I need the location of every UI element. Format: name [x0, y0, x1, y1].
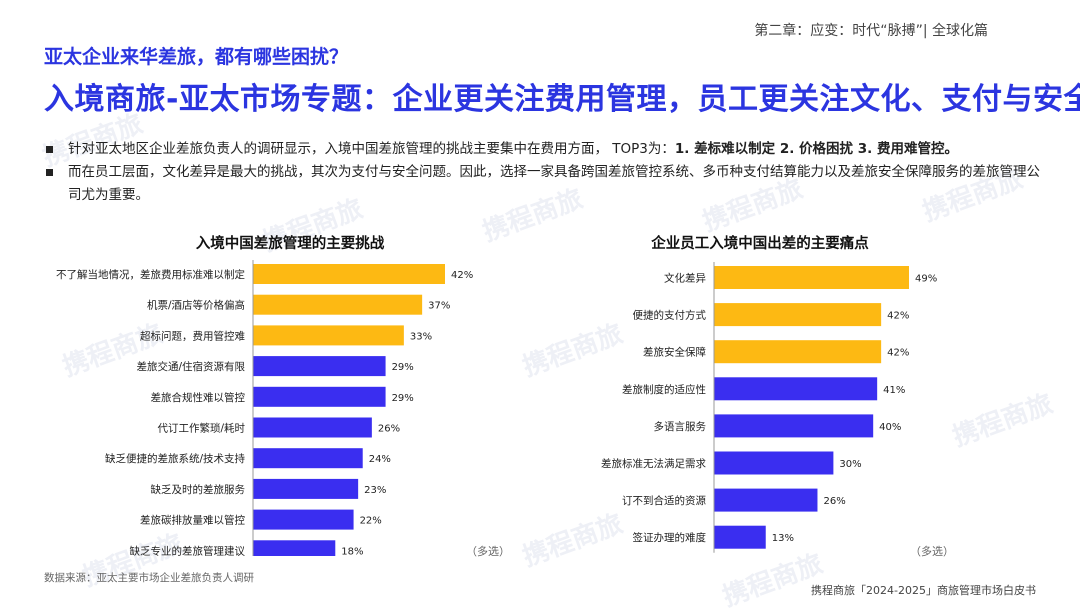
category-label: 差旅交通/住宿资源有限	[136, 360, 245, 373]
bullet-item: 而在员工层面，文化差异是最大的挑战，其次为支付与安全问题。因此，选择一家具备跨国…	[46, 161, 1046, 207]
pain-points-bar-chart: 文化差异 49% 便捷的支付方式 42% 差旅安全保障 42% 差旅制度的适应性 41% 多语言…	[601, 262, 937, 553]
category-label: 文化差异	[664, 272, 706, 285]
bar	[714, 303, 882, 327]
bar	[253, 325, 404, 346]
category-label: 机票/酒店等价格偏高	[147, 299, 245, 312]
value-label: 42%	[451, 270, 473, 281]
category-label: 缺乏便捷的差旅系统/技术支持	[105, 452, 246, 465]
challenges-bar-chart: 不了解当地情况，差旅费用标准难以制定 42% 机票/酒店等价格偏高 37% 超标问题，费…	[56, 260, 473, 556]
value-label: 29%	[392, 362, 414, 373]
value-label: 42%	[887, 311, 909, 322]
chapter-label: 第二章：应变：时代“脉搏”| 全球化篇	[754, 23, 988, 39]
bar	[253, 386, 386, 407]
value-label: 49%	[915, 274, 937, 285]
page-subtitle: 亚太企业来华差旅，都有哪些困扰？	[44, 46, 349, 68]
category-label: 缺乏专业的差旅管理建议	[130, 544, 246, 556]
category-label: 便捷的支付方式	[633, 309, 707, 322]
category-label: 订不到合适的资源	[622, 494, 706, 507]
data-source: 数据来源：亚太主要市场企业差旅负责人调研	[44, 572, 254, 584]
bar	[253, 448, 363, 469]
value-label: 30%	[839, 459, 861, 470]
value-label: 24%	[369, 454, 391, 465]
bar	[714, 266, 909, 289]
value-label: 42%	[887, 348, 909, 359]
bar	[714, 525, 766, 549]
summary-bullets: 针对亚太地区企业差旅负责人的调研显示，入境中国差旅管理的挑战主要集中在费用方面，…	[46, 138, 1046, 207]
chart-title-right: 企业员工入境中国出差的主要痛点	[651, 236, 869, 252]
bar	[253, 540, 336, 556]
bar	[253, 509, 354, 530]
category-label: 超标问题，费用管控难	[140, 329, 245, 342]
value-label: 23%	[364, 485, 386, 496]
category-label: 缺乏及时的差旅服务	[151, 483, 246, 496]
bar	[714, 451, 834, 475]
value-label: 18%	[341, 546, 363, 556]
bullet-marker	[46, 169, 53, 176]
category-label: 差旅安全保障	[643, 346, 706, 359]
category-label: 差旅碳排放量难以管控	[140, 514, 245, 527]
multi-select-note-left: （多选）	[466, 545, 510, 558]
bullet-item: 针对亚太地区企业差旅负责人的调研显示，入境中国差旅管理的挑战主要集中在费用方面，…	[46, 138, 1046, 161]
multi-select-note-right: （多选）	[910, 545, 954, 558]
category-label: 差旅标准无法满足需求	[601, 457, 706, 470]
bar	[714, 340, 882, 364]
bar	[714, 377, 878, 401]
category-label: 差旅制度的适应性	[622, 383, 706, 396]
bar	[253, 417, 372, 438]
value-label: 40%	[879, 422, 901, 433]
value-label: 37%	[428, 301, 450, 312]
bullet-text: 针对亚太地区企业差旅负责人的调研显示，入境中国差旅管理的挑战主要集中在费用方面，…	[68, 141, 675, 157]
category-label: 多语言服务	[654, 420, 707, 433]
value-label: 33%	[410, 331, 432, 342]
chart-title-left: 入境中国差旅管理的主要挑战	[195, 236, 385, 252]
bullet-highlight: 1. 差标难以制定 2. 价格困扰 3. 费用难管控。	[674, 141, 958, 157]
page-title: 入境商旅-亚太市场专题：企业更关注费用管理，员工更关注文化、支付与安全	[44, 82, 1080, 117]
bullet-marker	[46, 146, 53, 153]
bar	[253, 478, 359, 499]
value-label: 41%	[883, 385, 905, 396]
bar	[714, 414, 874, 438]
value-label: 29%	[392, 393, 414, 404]
bar	[253, 264, 445, 284]
bullet-text: 而在员工层面，文化差异是最大的挑战，其次为支付与安全问题。因此，选择一家具备跨国…	[68, 164, 1040, 203]
value-label: 26%	[378, 424, 400, 435]
bar	[253, 356, 386, 377]
bar	[714, 488, 818, 512]
value-label: 22%	[360, 516, 382, 527]
category-label: 签证办理的难度	[633, 531, 707, 544]
category-label: 不了解当地情况，差旅费用标准难以制定	[56, 268, 245, 281]
publisher-footer: 携程商旅「2024-2025」商旅管理市场白皮书	[811, 584, 1036, 597]
bar	[253, 294, 423, 315]
value-label: 26%	[823, 496, 845, 507]
value-label: 13%	[772, 533, 794, 544]
category-label: 差旅合规性难以管控	[151, 391, 246, 404]
category-label: 代订工作繁琐/耗时	[157, 422, 245, 435]
